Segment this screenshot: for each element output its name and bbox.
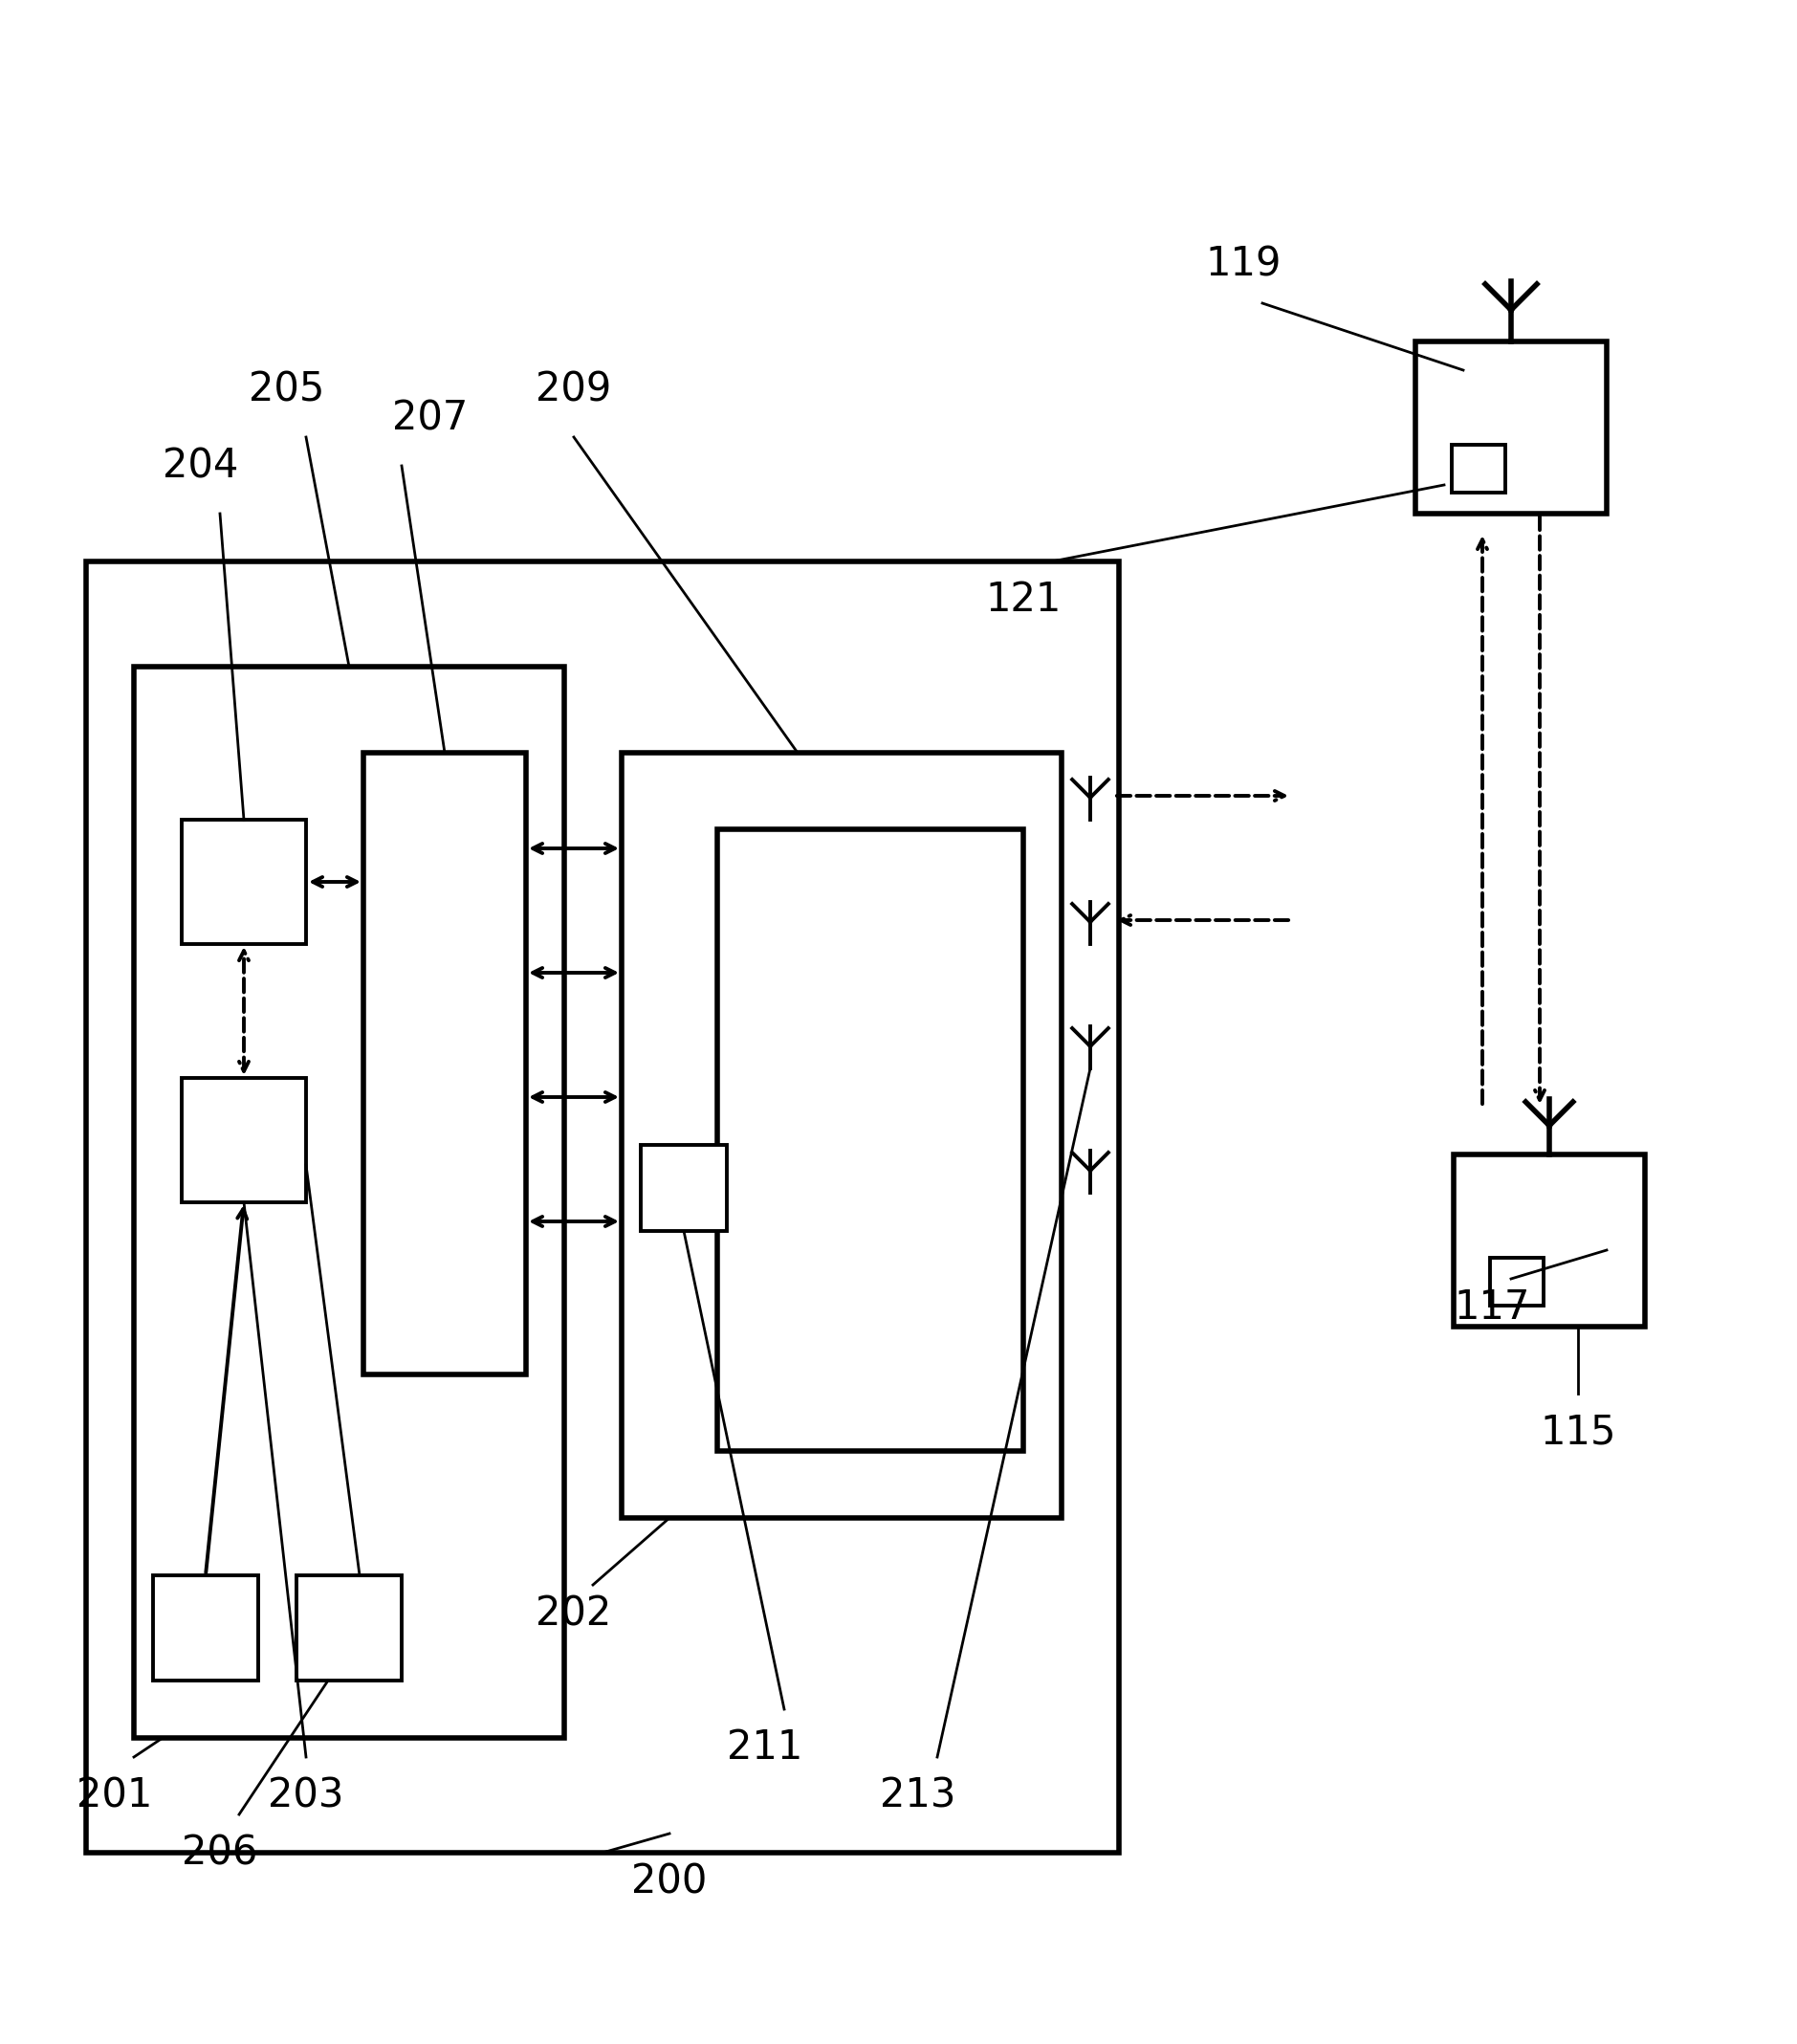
- Bar: [1490, 1257, 1544, 1306]
- Text: 121: 121: [985, 580, 1062, 619]
- Bar: [642, 1145, 726, 1230]
- Bar: [717, 830, 1022, 1451]
- Bar: [297, 1576, 403, 1680]
- Text: 201: 201: [77, 1776, 153, 1815]
- Bar: [1452, 446, 1506, 493]
- Bar: [622, 752, 1062, 1519]
- Text: 207: 207: [392, 399, 469, 437]
- Bar: [1416, 341, 1607, 513]
- Bar: [181, 1077, 305, 1202]
- Text: 209: 209: [536, 370, 611, 409]
- Text: 202: 202: [536, 1594, 611, 1633]
- Bar: [181, 820, 305, 944]
- Text: 206: 206: [181, 1833, 259, 1872]
- Text: 213: 213: [881, 1776, 956, 1815]
- Text: 205: 205: [250, 370, 325, 409]
- Text: 115: 115: [1540, 1412, 1616, 1451]
- Text: 203: 203: [268, 1776, 343, 1815]
- Bar: [363, 752, 527, 1374]
- Bar: [1454, 1155, 1644, 1327]
- Text: 211: 211: [728, 1727, 803, 1768]
- Text: 119: 119: [1206, 245, 1281, 284]
- Bar: [135, 666, 564, 1737]
- Text: 200: 200: [631, 1862, 708, 1901]
- Text: 117: 117: [1454, 1288, 1529, 1329]
- Text: 204: 204: [164, 446, 239, 486]
- Bar: [86, 562, 1120, 1852]
- Bar: [153, 1576, 259, 1680]
